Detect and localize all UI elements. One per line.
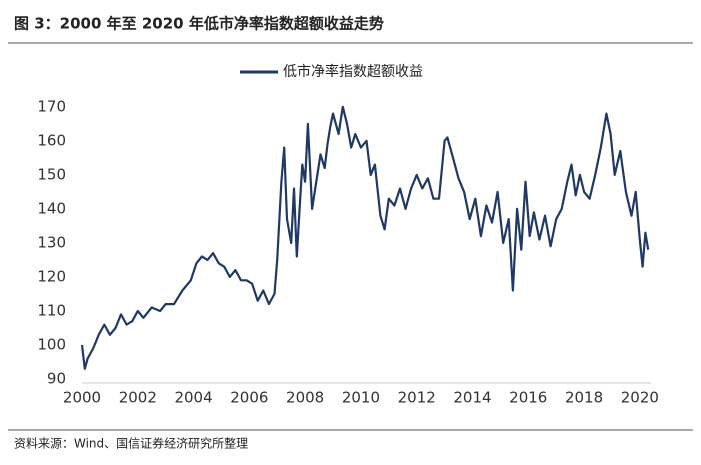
x-tick-label: 2002 xyxy=(119,389,157,407)
x-tick-label: 2006 xyxy=(230,389,268,407)
x-tick-label: 2012 xyxy=(398,389,436,407)
x-tick-label: 2020 xyxy=(621,389,659,407)
x-tick-label: 2010 xyxy=(342,389,380,407)
x-tick-label: 2004 xyxy=(174,389,212,407)
y-tick-label: 110 xyxy=(37,301,66,319)
source-note: 资料来源：Wind、国信证券经济研究所整理 xyxy=(14,436,248,451)
y-tick-label: 170 xyxy=(37,97,66,115)
x-tick-label: 2000 xyxy=(63,389,101,407)
y-tick-label: 90 xyxy=(47,370,66,388)
x-tick-label: 2008 xyxy=(286,389,324,407)
data-line xyxy=(80,105,650,370)
y-tick-label: 130 xyxy=(37,233,66,251)
y-tick-label: 160 xyxy=(37,131,66,149)
chart-title: 图 3：2000 年至 2020 年低市净率指数超额收益走势 xyxy=(14,15,384,33)
x-tick-label: 2014 xyxy=(453,389,491,407)
x-tick-label: 2016 xyxy=(509,389,547,407)
y-tick-label: 150 xyxy=(37,165,66,183)
y-tick-label: 100 xyxy=(37,335,66,353)
x-tick-label: 2018 xyxy=(565,389,603,407)
y-tick-label: 120 xyxy=(37,267,66,285)
y-tick-label: 140 xyxy=(37,199,66,217)
legend-label: 低市净率指数超额收益 xyxy=(283,63,423,80)
